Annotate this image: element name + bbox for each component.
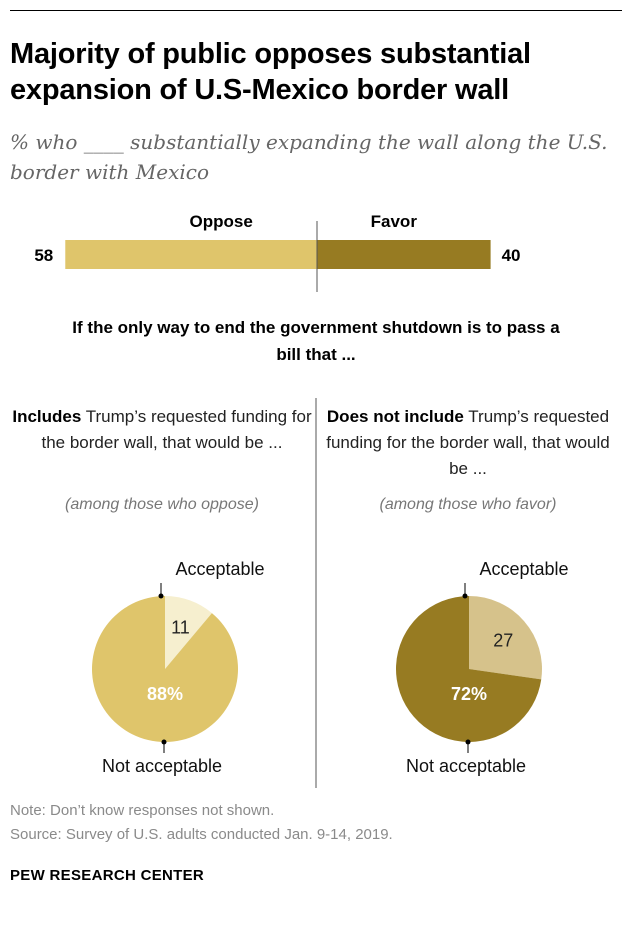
bar-category-favor: Favor: [371, 212, 418, 231]
right-column-description: Does not include Trump’s requested fundi…: [318, 404, 618, 482]
chart-title: Majority of public opposes substantial e…: [10, 38, 531, 106]
right-pie-slice-not-acceptable: [395, 596, 542, 742]
footnote: Note: Don’t know responses not shown.: [10, 802, 275, 819]
right-pie-label-not-acceptable: 72%: [451, 684, 487, 704]
right-pie-leader-dot-not-acceptable: [465, 739, 471, 745]
left-pie-category-not-acceptable: Not acceptable: [102, 756, 222, 776]
left-pie-category-acceptable: Acceptable: [175, 559, 264, 579]
left-column-bold-lead: Includes: [12, 407, 82, 426]
right-pie-category-not-acceptable: Not acceptable: [406, 756, 526, 776]
bar-category-oppose: Oppose: [189, 212, 252, 231]
left-pie-slice-not-acceptable: [92, 596, 239, 742]
bar-value-favor: 40: [502, 246, 521, 265]
left-pie-slice-acceptable: [165, 596, 212, 669]
bar-value-oppose: 58: [34, 246, 53, 265]
left-pie-label-acceptable: 11: [171, 617, 190, 637]
left-column-description: Includes Trump’s requested funding for t…: [12, 404, 312, 456]
right-column-subgroup: (among those who favor): [379, 496, 557, 513]
top-rule: [10, 10, 622, 11]
right-pie-slice-acceptable: [469, 596, 542, 680]
pew-branding: PEW RESEARCH CENTER: [10, 867, 205, 884]
right-pie-label-acceptable: 27: [493, 630, 513, 650]
left-pie-label-not-acceptable: 88%: [147, 684, 183, 704]
right-column-bold-lead: Does not include: [326, 407, 464, 426]
chart-subtitle: % who ____ substantially expanding the w…: [10, 130, 608, 184]
right-column-text: Trump’s requested funding for the border…: [326, 407, 610, 478]
shutdown-question: If the only way to end the government sh…: [72, 318, 560, 364]
source-note: Source: Survey of U.S. adults conducted …: [10, 826, 393, 843]
bar-oppose: [65, 240, 317, 269]
left-column-text: Trump’s requested funding for the border…: [41, 407, 312, 452]
left-pie-leader-dot-acceptable: [158, 593, 164, 599]
right-pie-category-acceptable: Acceptable: [479, 559, 568, 579]
left-column-subgroup: (among those who oppose): [65, 496, 259, 513]
bar-favor: [317, 240, 491, 269]
left-pie-leader-dot-not-acceptable: [161, 739, 167, 745]
right-pie-leader-dot-acceptable: [462, 593, 468, 599]
